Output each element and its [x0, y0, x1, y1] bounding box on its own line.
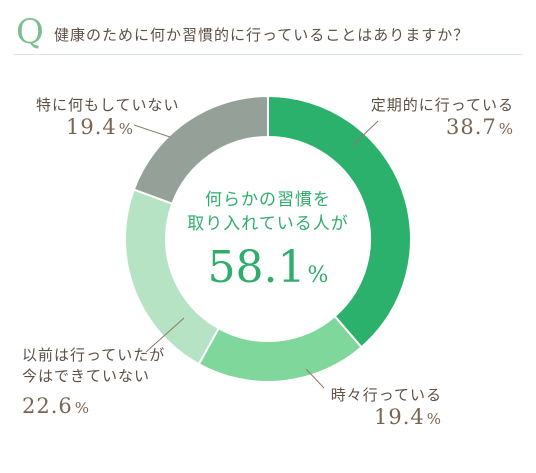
center-line1: 何らかの習慣を — [205, 190, 331, 210]
slice-regular — [267, 94, 412, 349]
label-sometimes: 時々行っている 19.4% — [331, 384, 442, 429]
q-mark: Q — [16, 12, 44, 52]
slice-label-sometimes: 時々行っている — [330, 386, 442, 404]
slice-sometimes — [197, 314, 363, 383]
center-line2: 取り入れている人が — [187, 214, 349, 234]
slice-value-nothing: 19.4% — [66, 115, 135, 139]
leader-line-sometimes — [305, 368, 325, 389]
leader-line-nothing — [133, 124, 171, 138]
center-total-value: 58.1% — [207, 242, 329, 293]
label-nothing: 特に何もしていない 19.4% — [36, 94, 180, 139]
slice-value-previously: 22.6% — [22, 394, 91, 418]
slice-value-regular: 38.7% — [445, 115, 514, 139]
leader-line-regular — [351, 120, 379, 147]
label-previously: 以前は行っていたが 今はできていない 22.6% — [22, 344, 165, 418]
label-regular: 定期的に行っている 38.7% — [371, 94, 514, 139]
center-summary: 何らかの習慣を 取り入れている人が 58.1% — [183, 188, 353, 304]
header-divider — [14, 54, 522, 55]
slice-label-previously-line1: 以前は行っていたが — [22, 346, 166, 364]
slice-label-nothing: 特に何もしていない — [36, 96, 180, 114]
slice-nothing — [132, 94, 269, 206]
leader-line-previously — [145, 317, 185, 353]
chart-header: Q 健康のために何か習慣的に行っていることはありますか？ — [16, 10, 520, 54]
slice-label-previously-line2: 今はできていない — [22, 367, 151, 385]
slice-label-regular: 定期的に行っている — [370, 96, 514, 114]
question-text: 健康のために何か習慣的に行っていることはありますか？ — [54, 26, 470, 44]
slice-value-sometimes: 19.4% — [373, 405, 442, 429]
